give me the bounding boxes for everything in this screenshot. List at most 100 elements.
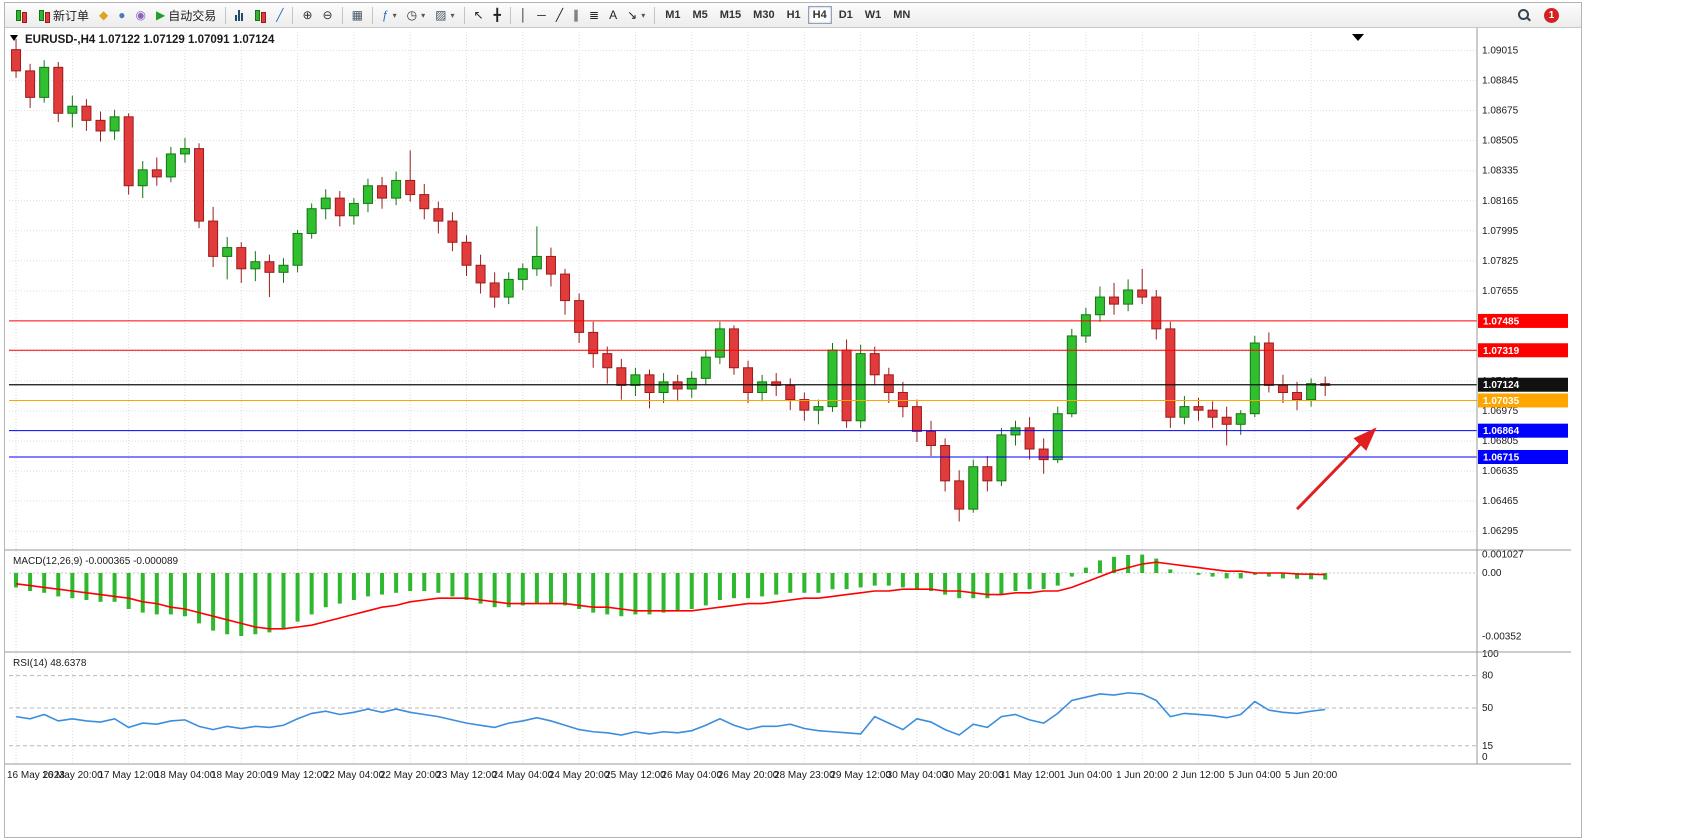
bid-price-tag[interactable]: 1.07124 (1478, 377, 1568, 392)
svg-text:1.07124: 1.07124 (1483, 380, 1520, 391)
svg-text:5 Jun 04:00: 5 Jun 04:00 (1229, 770, 1282, 781)
vertical-line-icon: │ (519, 8, 528, 22)
tile-windows-button[interactable]: ▦ (347, 4, 368, 26)
market-watch-button[interactable]: ● (113, 4, 130, 26)
toolbar-separator (292, 6, 294, 24)
bar-shift-marker-icon[interactable] (1352, 34, 1364, 41)
new-order-button[interactable]: 新订单 (32, 4, 94, 26)
chevron-down-icon: ▾ (641, 10, 646, 20)
chart-line-button[interactable]: ╱ (271, 4, 288, 26)
chart-candles-button[interactable] (248, 4, 271, 26)
toolbar-separator (225, 6, 227, 24)
chart-bars-button[interactable] (230, 4, 248, 26)
timeframe-m15[interactable]: M15 (719, 9, 742, 21)
crosshair-icon: ╋ (493, 8, 501, 22)
candlestick-icon (253, 9, 267, 23)
vertical-line-button[interactable]: │ (515, 4, 533, 26)
svg-text:-0.00352: -0.00352 (1482, 631, 1522, 642)
timeframe-m5[interactable]: M5 (692, 9, 708, 21)
svg-text:0.001027: 0.001027 (1482, 550, 1524, 561)
svg-text:0: 0 (1482, 752, 1488, 763)
annotation-arrow[interactable] (1295, 427, 1377, 511)
horizontal-line-button[interactable]: ─ (532, 4, 551, 26)
toolbar-separator (509, 6, 511, 24)
svg-text:1 Jun 20:00: 1 Jun 20:00 (1116, 770, 1169, 781)
toolbar: 新订单 ◆ ● ◉ ▶ 自动交易 ╱ ⊕ ⊖ ▦ ƒ ▾ ◷ ▾ ▨ ▾ ↖ ╋ │ ─ ╱ ∥ ≣ A ↘ ▾ M1 M5 M15 M3… (5, 3, 1581, 28)
svg-text:2 Jun 12:00: 2 Jun 12:00 (1172, 770, 1225, 781)
timeframe-w1[interactable]: W1 (864, 9, 882, 21)
price-tag-1.06715[interactable]: 1.06715 (1478, 449, 1568, 464)
periods-icon: ◷ (406, 8, 418, 22)
svg-text:31 May 12:00: 31 May 12:00 (999, 770, 1060, 781)
crosshair-button[interactable]: ╋ (489, 4, 506, 26)
arrows-icon: ↘ (627, 8, 638, 22)
svg-text:24 May 04:00: 24 May 04:00 (493, 770, 554, 781)
svg-text:1.07319: 1.07319 (1483, 346, 1520, 357)
quick-trade-arrow-icon[interactable] (10, 35, 18, 41)
svg-text:1.07035: 1.07035 (1483, 396, 1520, 407)
fibonacci-button[interactable]: ≣ (584, 4, 604, 26)
price-tag-1.06864[interactable]: 1.06864 (1478, 423, 1568, 438)
text-button[interactable]: A (604, 4, 622, 26)
svg-text:80: 80 (1482, 671, 1494, 682)
svg-text:1.09015: 1.09015 (1482, 46, 1519, 57)
svg-text:1.06805: 1.06805 (1482, 436, 1519, 447)
svg-text:22 May 04:00: 22 May 04:00 (324, 770, 385, 781)
trendline-button[interactable]: ╱ (551, 4, 568, 26)
candles-layer (11, 39, 1331, 522)
periods-button[interactable]: ◷ ▾ (402, 4, 431, 26)
search-button[interactable] (1513, 4, 1536, 26)
timeframe-h4[interactable]: H4 (807, 6, 832, 24)
timeframe-mn[interactable]: MN (893, 9, 911, 21)
autotrade-icon: ▶ (155, 8, 166, 22)
svg-text:22 May 20:00: 22 May 20:00 (380, 770, 441, 781)
channel-icon: ∥ (573, 8, 580, 22)
toolbar-separator (654, 6, 656, 24)
notification-badge[interactable]: 1 (1544, 7, 1559, 23)
svg-text:100: 100 (1482, 649, 1499, 660)
indicators-icon: ƒ (381, 8, 389, 22)
rsi-line (15, 692, 1326, 736)
svg-text:23 May 12:00: 23 May 12:00 (436, 770, 497, 781)
svg-text:1.08335: 1.08335 (1482, 166, 1519, 177)
bar-chart-icon (235, 9, 244, 21)
svg-text:29 May 12:00: 29 May 12:00 (830, 770, 891, 781)
indicators-button[interactable]: ƒ ▾ (377, 4, 402, 26)
timeframe-d1[interactable]: D1 (838, 9, 853, 21)
chevron-down-icon: ▾ (450, 10, 455, 20)
chart-profiles-button[interactable]: ◆ (94, 4, 113, 26)
cursor-button[interactable]: ↖ (469, 4, 489, 26)
chart-canvas[interactable]: 1.09015 1.08845 1.08675 1.08505 1.08335 1.081… (5, 28, 1571, 828)
chart-window: 1.09015 1.08845 1.08675 1.08505 1.08335 1.081… (5, 28, 1581, 833)
zoom-in-button[interactable]: ⊕ (297, 4, 317, 26)
price-tag-1.07035[interactable]: 1.07035 (1478, 393, 1568, 408)
autotrade-button[interactable]: ▶ 自动交易 (151, 4, 221, 26)
templates-button[interactable]: ▨ ▾ (430, 4, 459, 26)
new-chart-button[interactable] (9, 4, 32, 26)
channel-button[interactable]: ∥ (568, 4, 584, 26)
timeframe-h1[interactable]: H1 (786, 9, 801, 21)
data-window-button[interactable]: ◉ (131, 4, 151, 26)
toolbar-separator (371, 6, 373, 24)
svg-text:30 May 20:00: 30 May 20:00 (943, 770, 1004, 781)
trendline-icon: ╱ (555, 8, 564, 22)
horizontal-lines-layer[interactable] (9, 320, 1477, 458)
toolbar-separator (341, 6, 343, 24)
zoom-out-button[interactable]: ⊖ (318, 4, 338, 26)
chevron-down-icon: ▾ (421, 10, 426, 20)
svg-text:24 May 20:00: 24 May 20:00 (549, 770, 610, 781)
data-window-icon: ◉ (135, 8, 146, 22)
svg-text:1.08675: 1.08675 (1482, 106, 1519, 117)
svg-text:1.07825: 1.07825 (1482, 256, 1519, 267)
timeframe-m1[interactable]: M1 (665, 9, 681, 21)
arrows-button[interactable]: ↘ ▾ (622, 4, 650, 26)
price-tag-1.07485[interactable]: 1.07485 (1478, 313, 1568, 328)
svg-text:16 May 2023: 16 May 2023 (7, 770, 65, 781)
tile-windows-icon: ▦ (351, 8, 363, 22)
price-tag-1.07319[interactable]: 1.07319 (1478, 343, 1568, 358)
timeframe-m30[interactable]: M30 (753, 9, 775, 21)
svg-text:1.06975: 1.06975 (1482, 406, 1519, 417)
svg-text:18 May 20:00: 18 May 20:00 (211, 770, 272, 781)
price-tags-layer[interactable]: 1.07485 1.07319 1.07124 1.07035 1.06864 1.067… (1478, 313, 1568, 464)
